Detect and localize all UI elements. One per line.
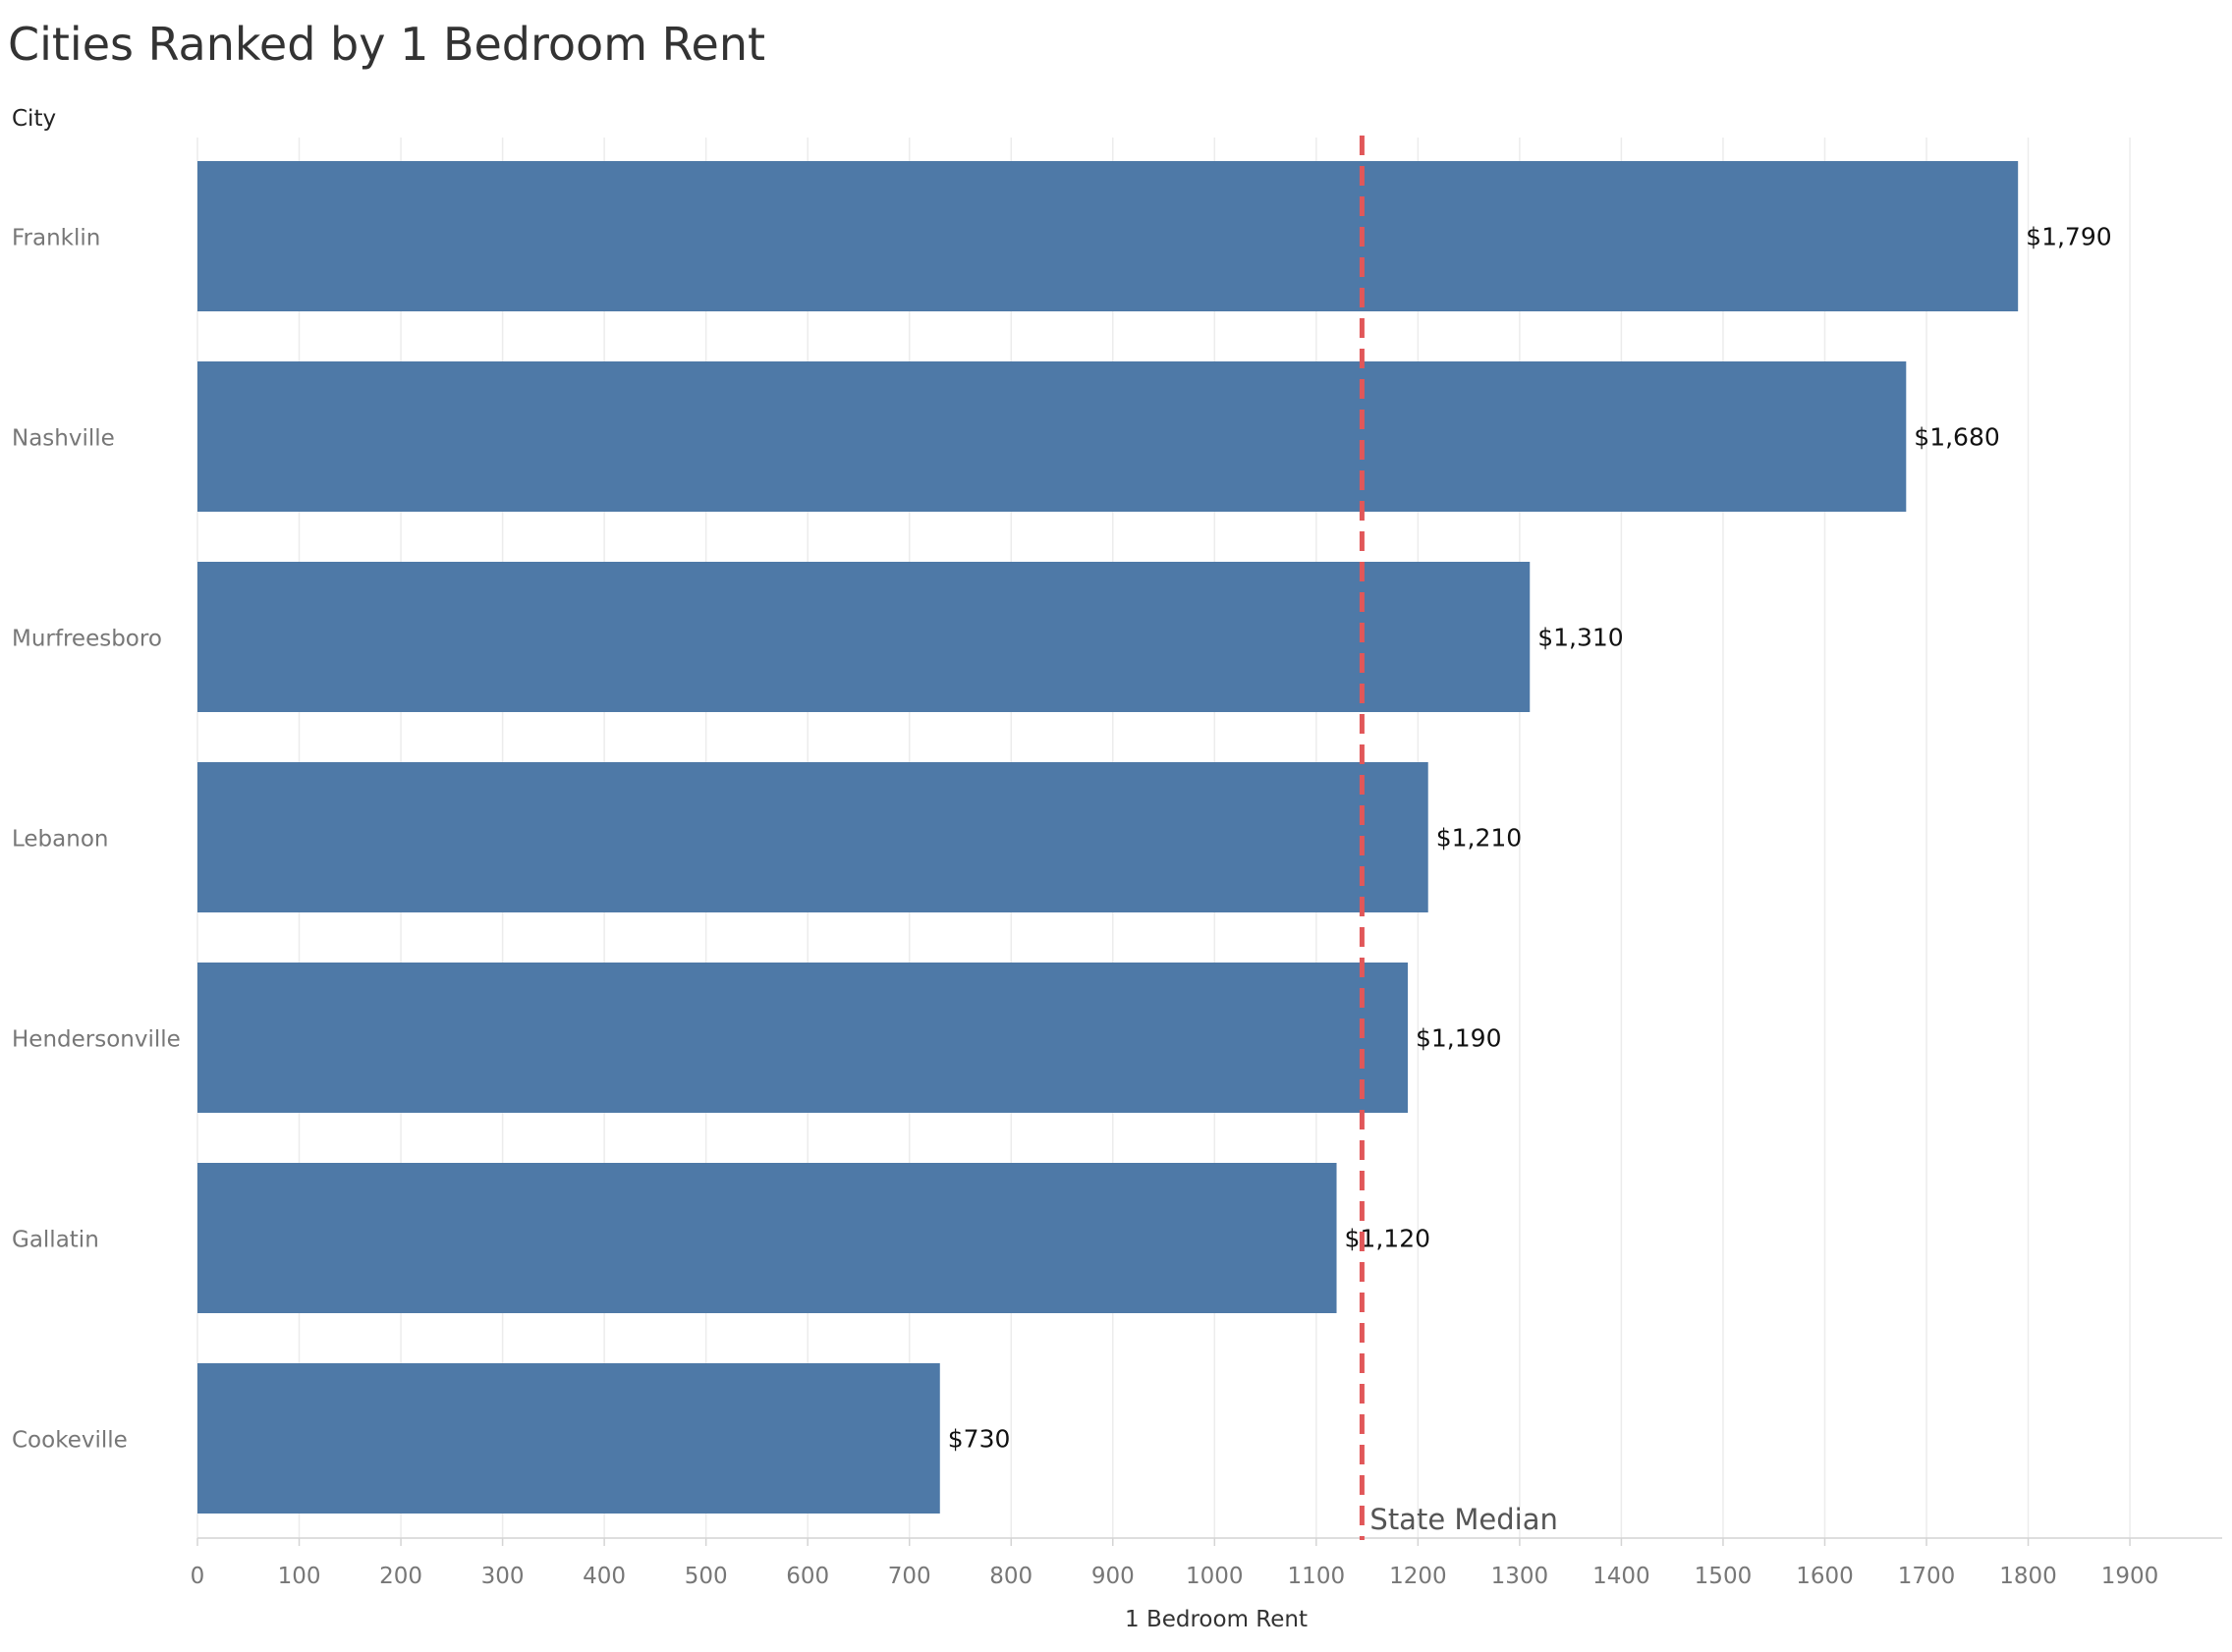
bar-value-label: $1,310 [1537, 624, 1623, 652]
bar-value-label: $1,120 [1345, 1225, 1430, 1253]
bar-hendersonville [197, 963, 1409, 1113]
x-tick-label: 1900 [2101, 1564, 2159, 1589]
x-tick-label: 200 [379, 1564, 422, 1589]
bar-franklin [197, 161, 2019, 311]
category-label: Lebanon [12, 827, 108, 853]
bar-value-label: $1,210 [1436, 824, 1522, 853]
bar-cookeville [197, 1363, 940, 1514]
x-tick-label: 900 [1091, 1564, 1135, 1589]
category-label: Nashville [12, 426, 115, 452]
bar-murfreesboro [197, 562, 1531, 712]
bar-value-label: $1,790 [2026, 223, 2111, 251]
x-tick-label: 100 [278, 1564, 321, 1589]
x-tick-label: 1800 [1999, 1564, 2057, 1589]
chart-title: Cities Ranked by 1 Bedroom Rent [8, 18, 766, 71]
x-tick-label: 0 [191, 1564, 205, 1589]
state-median-label: State Median [1369, 1503, 1557, 1536]
x-tick-label: 400 [583, 1564, 626, 1589]
bar-value-label: $1,190 [1416, 1024, 1501, 1053]
category-label: Cookeville [12, 1428, 128, 1454]
bar-nashville [197, 361, 1907, 512]
x-tick-label: 1400 [1592, 1564, 1650, 1589]
category-labels: Franklin Nashville Murfreesboro Lebanon Hend… [12, 226, 181, 1454]
x-tick-label: 1100 [1288, 1564, 1346, 1589]
category-label: Gallatin [12, 1228, 99, 1253]
x-tick-label: 500 [685, 1564, 728, 1589]
category-label: Hendersonville [12, 1027, 181, 1053]
bar-lebanon [197, 762, 1428, 912]
value-labels: $1,790 $1,680 $1,310 $1,210 $1,190 $1,120 $730 [948, 223, 2112, 1454]
x-tick-label: 600 [786, 1564, 829, 1589]
bar-value-label: $1,680 [1914, 423, 1999, 452]
x-tick-label: 800 [989, 1564, 1032, 1589]
x-tick-labels: 0 100 200 300 400 500 600 700 800 900 1000 1100 1200… [191, 1564, 2159, 1589]
bars [197, 161, 2019, 1514]
bar-value-label: $730 [948, 1425, 1011, 1454]
category-label: Murfreesboro [12, 627, 162, 652]
bar-gallatin [197, 1163, 1337, 1313]
x-tick-label: 1200 [1389, 1564, 1447, 1589]
x-tick-label: 1600 [1796, 1564, 1854, 1589]
reference-line-group: State Median [1359, 136, 1558, 1540]
row-header-city: City [12, 106, 57, 132]
x-axis-title: 1 Bedroom Rent [1125, 1607, 1308, 1632]
category-label: Franklin [12, 226, 100, 251]
x-tick-label: 1000 [1186, 1564, 1244, 1589]
x-tick-label: 1500 [1695, 1564, 1753, 1589]
x-tick-label: 300 [481, 1564, 525, 1589]
x-tick-label: 700 [888, 1564, 931, 1589]
x-tick-label: 1300 [1491, 1564, 1549, 1589]
x-tick-label: 1700 [1898, 1564, 1956, 1589]
